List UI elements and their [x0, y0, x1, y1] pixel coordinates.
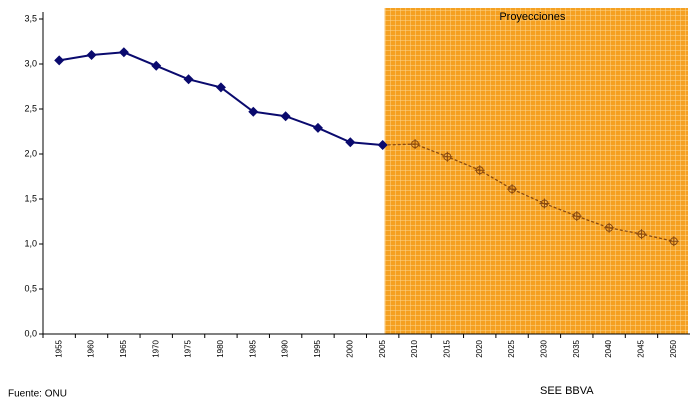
x-tick-label: 1990: [281, 339, 290, 357]
x-tick-label: 1970: [151, 339, 160, 357]
point: [118, 47, 129, 58]
x-tick-label: 1985: [248, 339, 257, 357]
point-cross: [604, 222, 615, 233]
point: [86, 50, 97, 60]
point: [636, 229, 647, 240]
point-cross: [474, 165, 485, 176]
x-tick-label: 2015: [442, 339, 451, 357]
point: [215, 82, 226, 93]
point: [183, 74, 194, 85]
x-tick-label: 2010: [410, 339, 419, 357]
y-tick-label: 2,0: [24, 148, 37, 158]
projection-line: [382, 143, 674, 242]
point: [539, 198, 550, 209]
point-cross: [539, 198, 550, 209]
point: [668, 236, 679, 247]
point-cross: [571, 211, 582, 222]
point: [312, 122, 323, 133]
point: [151, 60, 162, 71]
x-tick-label: 2040: [604, 339, 613, 357]
y-tick-label: 0,0: [24, 328, 37, 338]
x-tick-label: 2005: [378, 339, 387, 357]
projection-label: Proyecciones: [499, 11, 566, 23]
y-tick-label: 3,0: [24, 58, 37, 68]
point: [507, 184, 518, 195]
point: [604, 222, 615, 233]
x-tick-label: 1965: [119, 339, 128, 357]
x-tick-label: 1980: [216, 339, 225, 357]
x-tick-label: 1955: [54, 339, 63, 357]
x-tick-label: 2035: [572, 339, 581, 357]
point-cross: [668, 236, 679, 247]
x-tick-label: 2000: [345, 339, 354, 357]
point-cross: [442, 151, 453, 162]
x-tick-label: 2045: [637, 339, 646, 357]
x-tick-label: 1975: [184, 339, 193, 357]
y-tick-label: 0,5: [24, 283, 37, 293]
point: [377, 140, 388, 150]
x-tick-label: 2025: [507, 339, 516, 357]
x-tick-label: 2030: [540, 339, 549, 357]
x-tick-label: 2050: [669, 339, 678, 357]
y-tick-label: 2,5: [24, 103, 37, 113]
point-cross: [636, 229, 647, 240]
historical-line: [59, 51, 383, 146]
y-tick-label: 3,5: [24, 13, 37, 23]
x-tick-label: 1960: [87, 339, 96, 357]
point: [571, 211, 582, 222]
point: [474, 165, 485, 176]
point: [345, 137, 356, 148]
point: [248, 106, 259, 117]
point: [442, 151, 453, 162]
point-cross: [410, 139, 421, 150]
credit-note: SEE BBVA: [540, 385, 594, 397]
point-cross: [507, 184, 518, 195]
y-tick-label: 1,0: [24, 238, 37, 248]
point: [280, 111, 291, 122]
x-tick-label: 1995: [313, 339, 322, 357]
y-tick-label: 1,5: [24, 193, 37, 203]
point: [410, 139, 421, 150]
source-note: Fuente: ONU: [8, 389, 67, 400]
point: [54, 55, 65, 66]
projection-grid: [384, 8, 688, 334]
x-tick-label: 2020: [475, 339, 484, 357]
